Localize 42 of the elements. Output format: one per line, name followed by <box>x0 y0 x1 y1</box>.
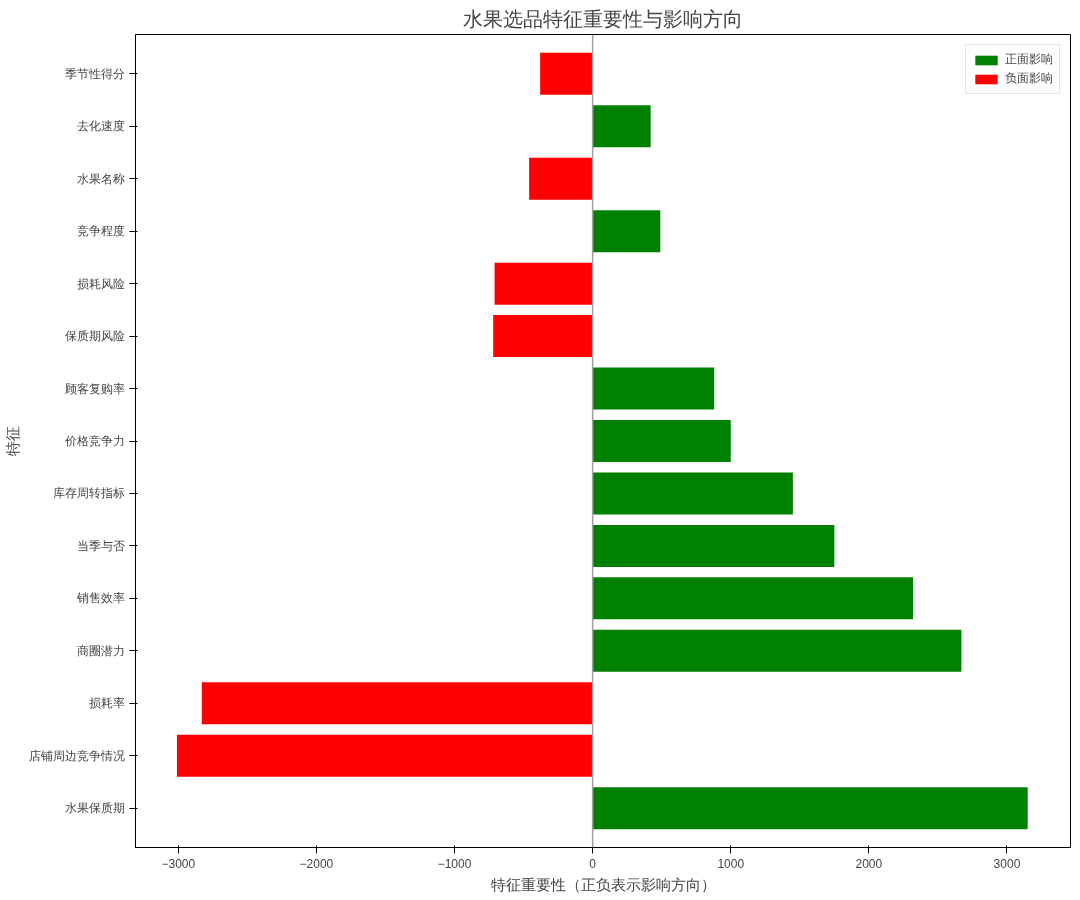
y-tick-label: 季节性得分 <box>64 66 125 81</box>
y-tick-label: 竞争程度 <box>76 224 125 239</box>
y-tick-label: 顾客复购率 <box>64 381 125 396</box>
y-tick-label: 当季与否 <box>76 538 125 553</box>
bar <box>592 105 651 148</box>
y-tick-label: 损耗风险 <box>76 276 125 291</box>
chart-title: 水果选品特征重要性与影响方向 <box>463 7 743 30</box>
y-tick-label: 损耗率 <box>88 696 125 711</box>
bar <box>493 315 593 358</box>
bar <box>494 262 593 305</box>
y-tick-label: 店铺周边竞争情况 <box>28 748 125 763</box>
y-tick-label: 去化速度 <box>76 119 125 134</box>
x-tick-label: −2000 <box>299 856 334 871</box>
y-tick-label: 库存周转指标 <box>52 486 125 501</box>
bar <box>176 734 593 777</box>
bar <box>592 629 962 672</box>
bar <box>592 524 835 567</box>
y-axis-title: 特征 <box>3 426 21 456</box>
y-tick-label: 商圈潜力 <box>76 643 125 658</box>
x-tick-label: 0 <box>589 856 597 871</box>
y-tick-label: 价格竞争力 <box>63 434 125 448</box>
y-tick-label: 水果名称 <box>76 171 125 186</box>
legend-label: 正面影响 <box>1005 51 1053 68</box>
bar <box>592 787 1028 830</box>
bar <box>592 472 793 515</box>
y-tick-label: 保质期风险 <box>64 329 125 344</box>
bar <box>529 157 593 200</box>
bar <box>540 52 593 95</box>
x-tick-label: 1000 <box>717 856 745 871</box>
bar <box>201 682 593 725</box>
y-tick-label: 水果保质期 <box>64 801 125 816</box>
y-tick-label: 销售效率 <box>75 591 125 606</box>
x-tick-label: −1000 <box>437 856 472 871</box>
bar <box>592 420 731 462</box>
bar <box>592 210 661 253</box>
bar <box>592 577 914 620</box>
x-tick-label: 2000 <box>855 856 883 871</box>
x-axis-title: 特征重要性（正负表示影响方向） <box>490 875 716 893</box>
x-tick-label: 3000 <box>993 856 1021 871</box>
bar <box>592 367 715 410</box>
x-tick-label: −3000 <box>161 856 196 871</box>
legend-label: 负面影响 <box>1005 70 1053 87</box>
